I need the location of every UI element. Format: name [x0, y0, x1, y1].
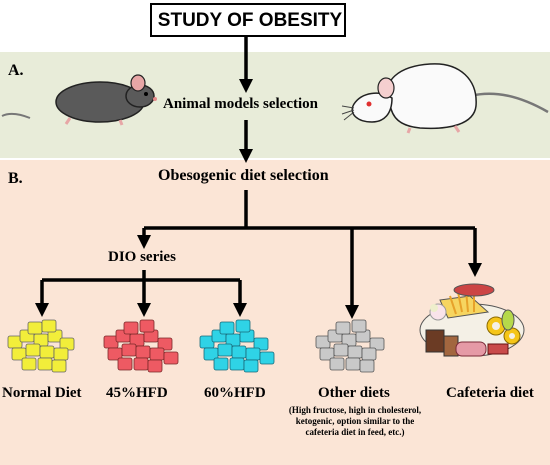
other-diets-label: Other diets: [318, 385, 390, 401]
animal-models-label: Animal models selection: [163, 96, 318, 112]
other-diets-note: (High fructose, high in cholesterol, ket…: [288, 405, 422, 437]
cafeteria-diet-label: Cafeteria diet: [446, 385, 534, 401]
hfd60-label: 60%HFD: [204, 385, 266, 401]
pellets-icon-60hfd: [199, 319, 275, 373]
obesogenic-diet-label: Obesogenic diet selection: [158, 167, 329, 184]
section-b-label: B.: [8, 170, 23, 187]
rat-icon: [341, 63, 549, 134]
section-a-label: A.: [8, 62, 24, 79]
mouse-icon: [1, 74, 157, 126]
normal-diet-label: Normal Diet: [2, 385, 82, 401]
title-box: STUDY OF OBESITY: [150, 3, 346, 37]
pellets-icon-normal: [7, 319, 75, 373]
page-title: STUDY OF OBESITY: [157, 10, 343, 31]
hfd45-label: 45%HFD: [106, 385, 168, 401]
cafeteria-food-icon: [419, 283, 525, 357]
pellets-icon-45hfd: [103, 319, 179, 373]
pellets-icon-other: [315, 319, 385, 373]
dio-series-label: DIO series: [108, 249, 176, 265]
